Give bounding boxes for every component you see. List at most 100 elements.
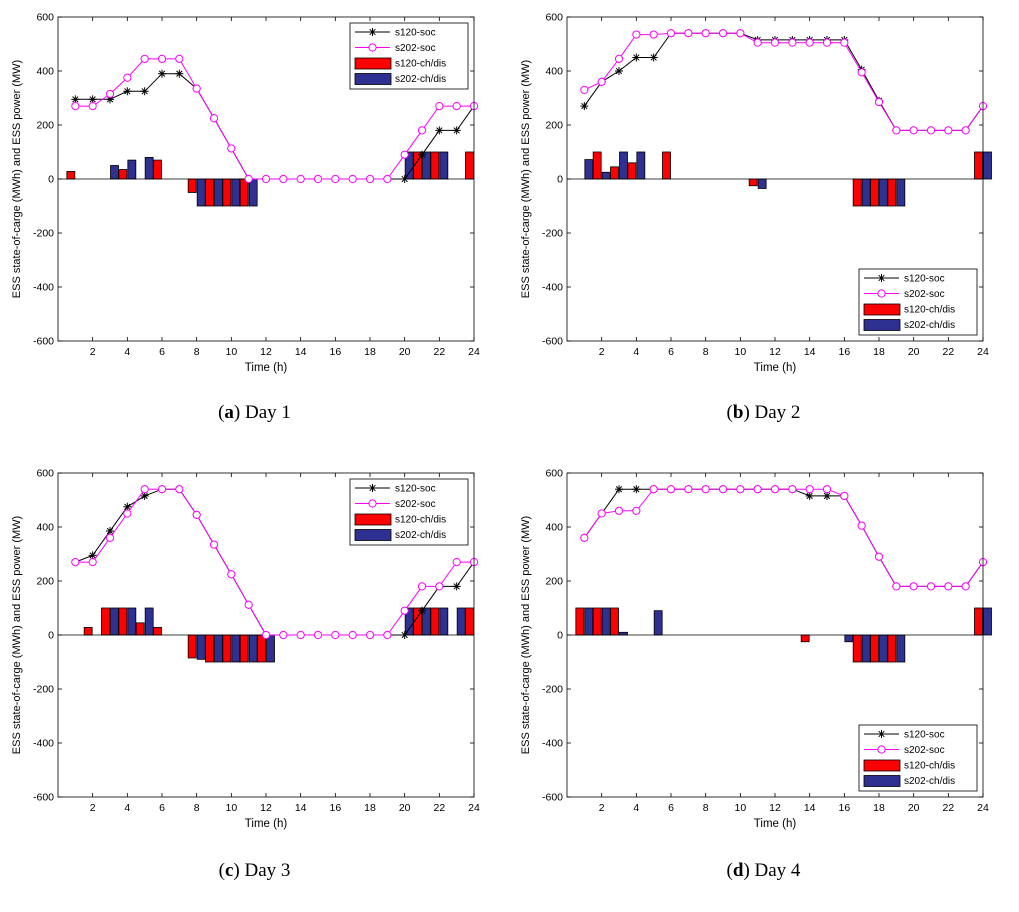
star-stroke — [106, 527, 114, 535]
point-s202-soc — [874, 552, 884, 561]
bar-s202-ch-dis — [248, 634, 258, 663]
y-tick-label: 400 — [36, 66, 54, 78]
point-s202-soc — [701, 29, 710, 38]
caption-letter: a — [224, 402, 234, 423]
y-tick-label: 0 — [557, 630, 563, 642]
y-tick-label: 600 — [545, 468, 563, 480]
bar-s120-ch-dis — [187, 178, 197, 193]
point-s202-soc — [279, 174, 288, 184]
legend-label: s120-soc — [395, 484, 436, 495]
x-tick-label: 12 — [769, 802, 781, 814]
point-s202-soc — [261, 174, 271, 184]
legend-marker — [877, 730, 886, 738]
y-tick-label: -200 — [542, 228, 563, 240]
point-s202-soc — [261, 630, 271, 640]
point-s202-soc — [632, 30, 641, 39]
point-s202-soc — [805, 38, 814, 47]
point-s202-soc — [805, 485, 814, 494]
bar-s120-ch-dis — [135, 622, 145, 636]
x-tick-label: 14 — [295, 346, 307, 358]
bar-s120-ch-dis — [187, 634, 197, 659]
bar-s202-ch-dis — [439, 607, 449, 636]
y-tick-label: 400 — [545, 66, 563, 78]
star-stroke — [878, 730, 885, 738]
legend-label: s202-soc — [904, 745, 945, 756]
caption-c: (c) Day 3 — [218, 860, 291, 881]
point-s202-soc — [313, 174, 323, 184]
point-s120-soc — [418, 150, 426, 159]
point-s202-soc — [718, 29, 728, 38]
star-stroke — [615, 67, 623, 75]
bar-s202-ch-dis — [619, 631, 628, 636]
legend-label: s202-ch/dis — [904, 320, 955, 331]
legend: s120-soc s202-soc s120-ch/dis s202-ch/dis — [349, 22, 469, 90]
bar-s120-ch-dis — [610, 166, 619, 180]
point-s202-soc — [701, 485, 710, 494]
line-s202-soc — [75, 488, 474, 636]
point-s120-soc — [615, 485, 623, 494]
point-s202-soc — [192, 84, 201, 93]
bar-s202-ch-dis — [196, 178, 206, 207]
point-s202-soc — [632, 506, 641, 515]
point-s202-soc — [140, 54, 149, 63]
bar-s202-ch-dis — [456, 607, 466, 636]
bar-s120-ch-dis — [257, 634, 266, 663]
star-stroke — [581, 102, 588, 110]
legend-swatch — [863, 303, 901, 316]
point-s202-soc — [296, 174, 305, 184]
star-stroke — [823, 492, 831, 500]
point-s202-soc — [892, 582, 901, 591]
point-s202-soc — [788, 485, 797, 494]
x-tick-label: 14 — [295, 802, 307, 814]
line-s202-soc — [75, 58, 474, 180]
point-s202-soc — [157, 54, 167, 63]
point-s202-soc — [71, 558, 80, 567]
point-s120-soc — [140, 87, 149, 96]
x-tick-label: 8 — [703, 802, 709, 814]
x-axis-label: Time (h) — [754, 818, 797, 830]
bar-s120-ch-dis — [153, 627, 162, 636]
point-s202-soc — [417, 582, 427, 591]
legend-label: s202-soc — [395, 499, 436, 510]
star-stroke — [418, 607, 426, 614]
point-s202-soc — [597, 77, 606, 86]
legend-swatch — [863, 759, 901, 772]
x-axis-label: Time (h) — [245, 362, 288, 374]
x-tick-label: 4 — [633, 802, 639, 814]
point-s202-soc — [175, 54, 184, 63]
star-stroke — [176, 70, 183, 77]
point-s202-soc — [313, 630, 323, 640]
caption-letter: d — [732, 860, 744, 881]
bar-s202-ch-dis — [231, 634, 241, 663]
bar-s202-ch-dis — [757, 178, 767, 189]
bar-s120-ch-dis — [870, 178, 879, 207]
y-axis-label: ESS state-of-carge (MWh) and ESS power (… — [11, 516, 23, 754]
point-s202-soc — [123, 509, 132, 518]
point-s120-soc — [632, 53, 641, 62]
star-stroke — [806, 492, 813, 500]
x-tick-label: 12 — [260, 802, 272, 814]
chart-panel-b: -600 -400 -200 0 200 400 600 2 4 6 8 10 12 14 16 18 20 22… — [509, 0, 1018, 456]
x-tick-label: 16 — [838, 802, 850, 814]
x-tick-label: 8 — [194, 346, 200, 358]
point-s202-soc — [580, 85, 589, 95]
bar-s120-ch-dis — [610, 607, 619, 636]
bar-s120-ch-dis — [974, 607, 983, 636]
bar-s120-ch-dis — [430, 151, 440, 180]
point-s202-soc — [770, 38, 780, 47]
point-s202-soc — [649, 30, 658, 39]
y-tick-label: 200 — [545, 576, 563, 588]
bar-s202-ch-dis — [266, 634, 275, 663]
bar-s120-ch-dis — [222, 178, 232, 207]
legend-swatch — [354, 513, 392, 526]
star-stroke — [401, 175, 408, 183]
point-s120-soc — [158, 69, 166, 78]
bar-s202-ch-dis — [144, 156, 154, 180]
x-tick-label: 22 — [942, 346, 954, 358]
bar-s120-ch-dis — [627, 162, 637, 180]
point-s202-soc — [88, 102, 97, 111]
legend-label: s202-ch/dis — [395, 530, 446, 541]
y-tick-label: 0 — [48, 630, 54, 642]
point-s202-soc — [209, 114, 219, 123]
